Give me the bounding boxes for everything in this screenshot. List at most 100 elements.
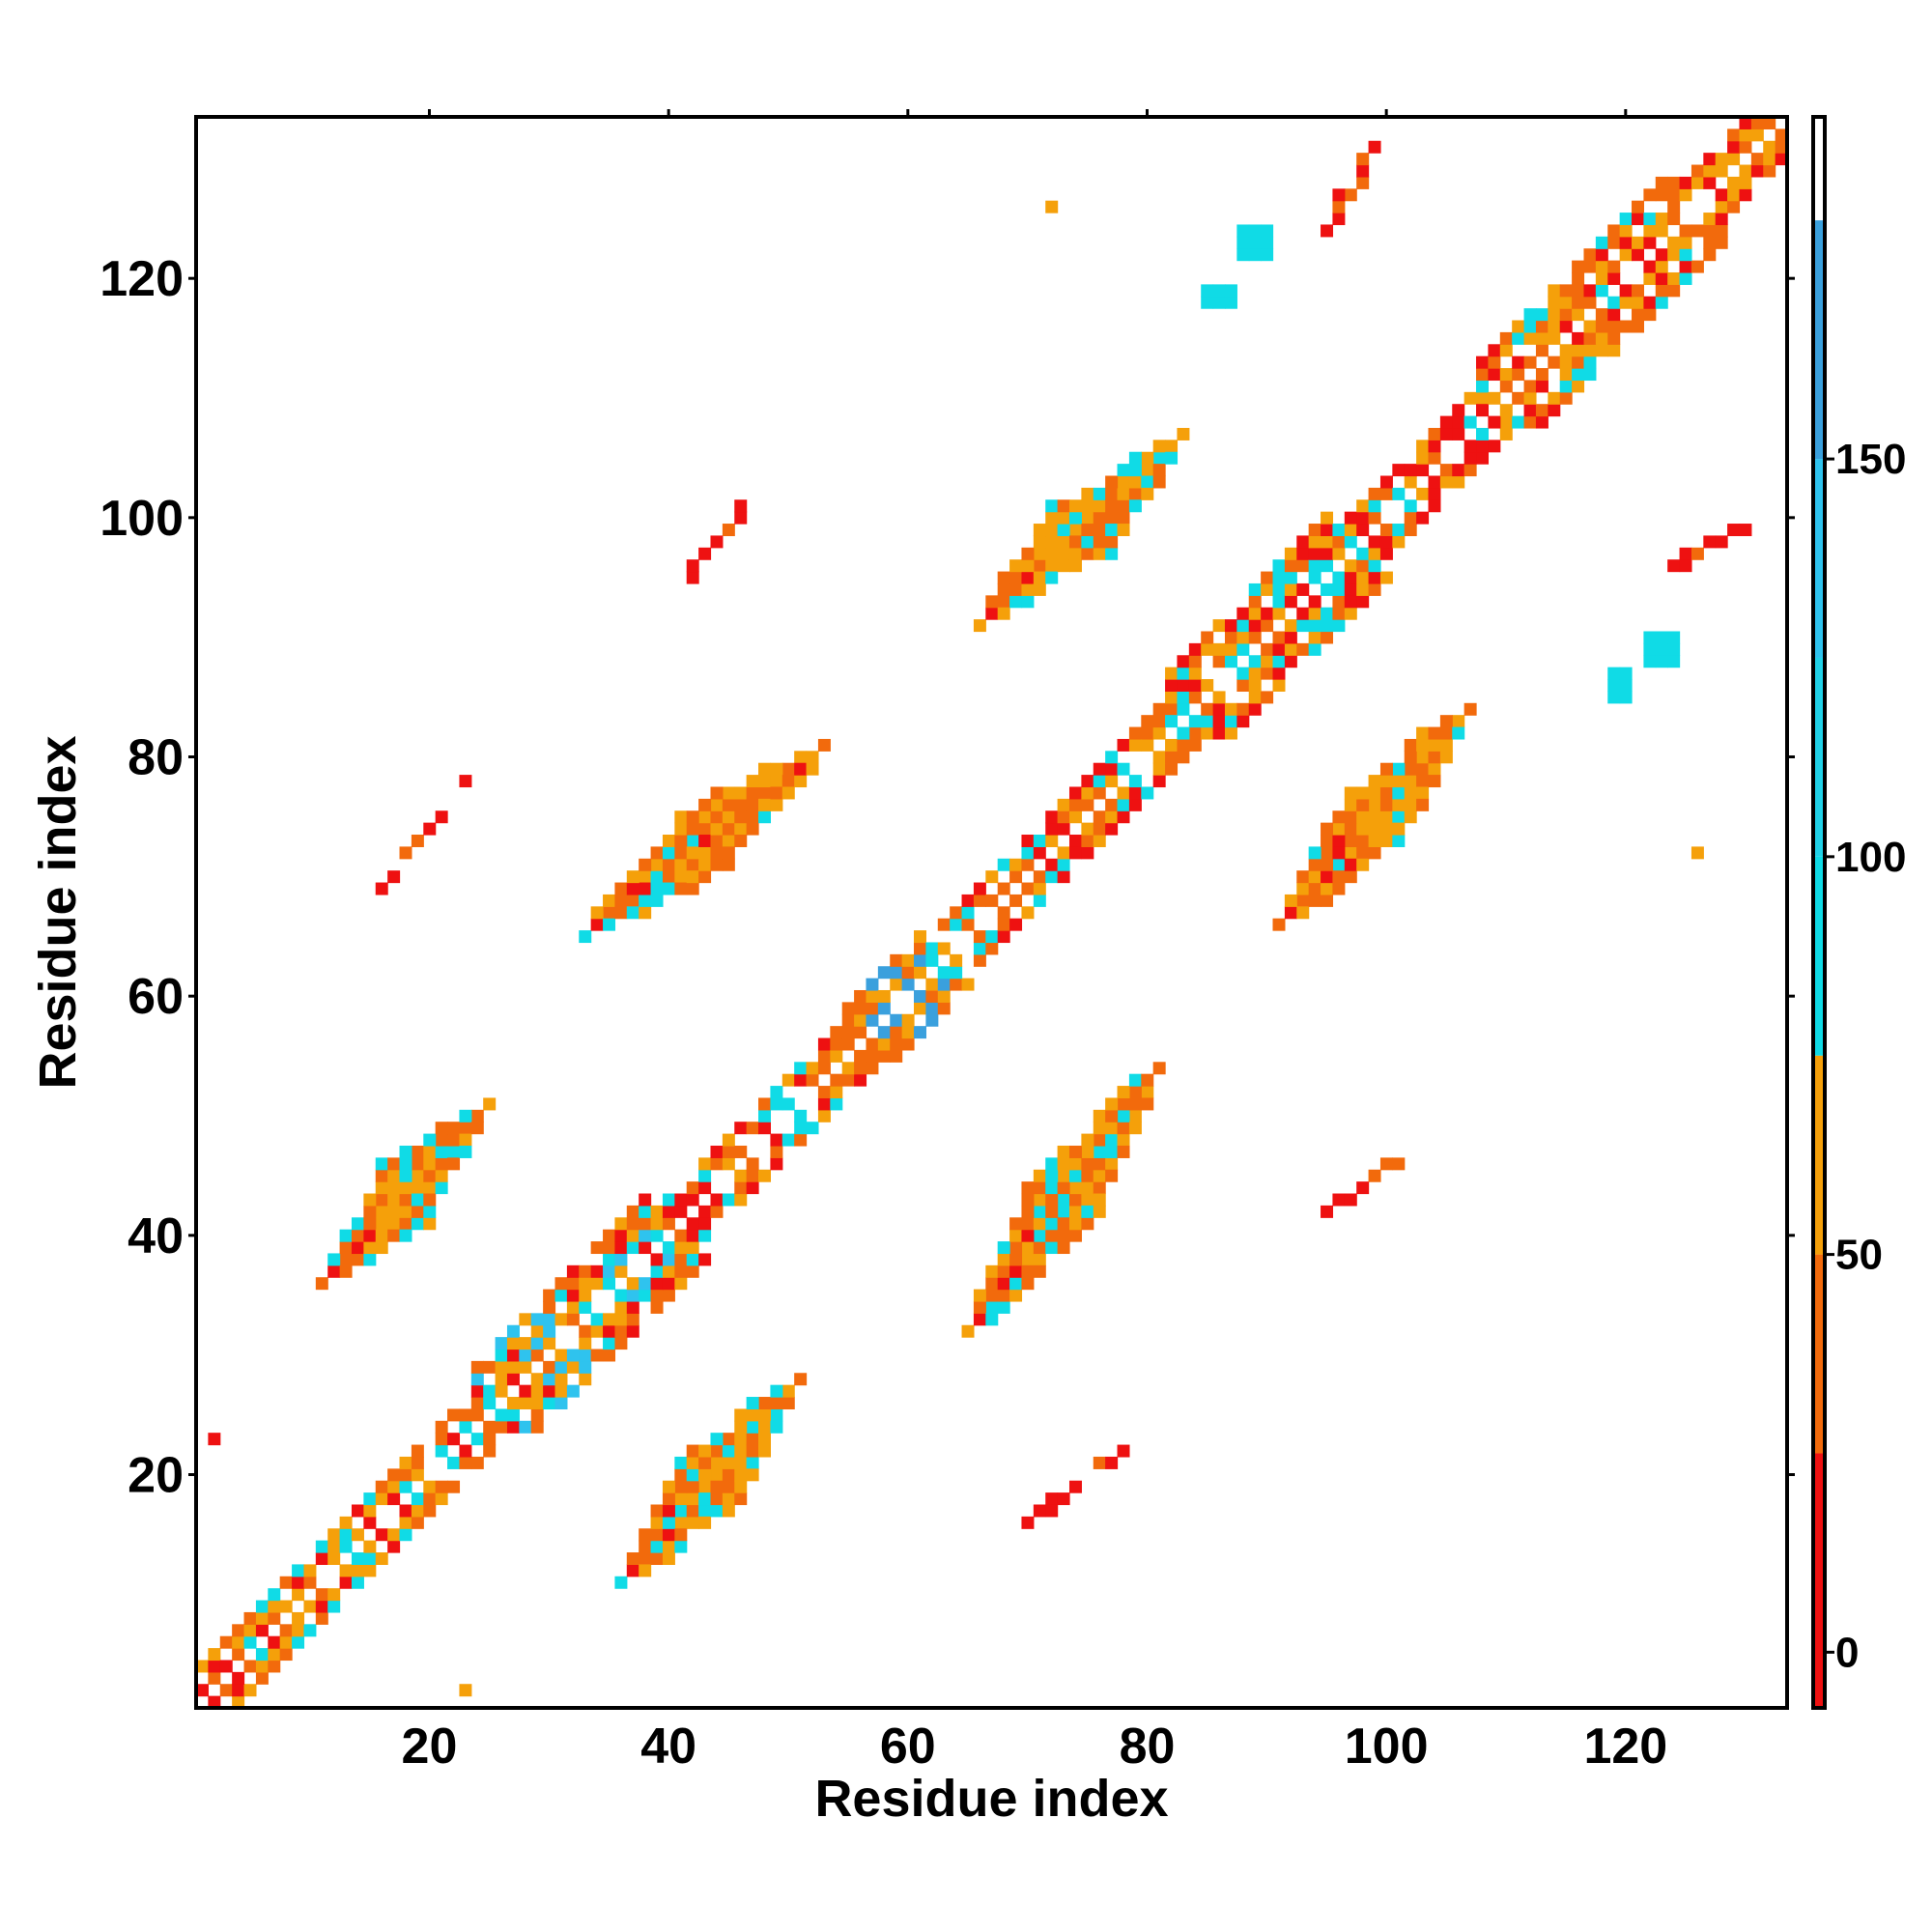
- diagonal-cell: [1308, 607, 1321, 620]
- diagonal-cell: [1272, 631, 1286, 644]
- diagonal-cell: [817, 1109, 831, 1122]
- contact-cell: [686, 1444, 699, 1458]
- contact-cell: [710, 858, 724, 871]
- diagonal-cell: [650, 1300, 664, 1314]
- diagonal-cell: [961, 894, 975, 907]
- contact-cell: [997, 582, 1010, 596]
- diagonal-cell: [232, 1684, 245, 1697]
- contact-cell: [734, 810, 748, 824]
- contact-cell: [770, 1408, 783, 1422]
- diagonal-cell: [1619, 296, 1633, 309]
- contact-cell: [674, 810, 688, 824]
- diagonal-cell: [674, 1205, 688, 1218]
- heatmap-cells: [196, 117, 1788, 1709]
- contact-cell: [1045, 1157, 1059, 1171]
- contact-cell: [1332, 858, 1346, 871]
- contact-cell: [1619, 667, 1633, 680]
- contact-cell: [1128, 464, 1142, 477]
- contact-cell: [447, 1145, 461, 1158]
- diagonal-cell: [817, 1049, 831, 1063]
- contact-cell: [1021, 559, 1035, 573]
- diagonal-cell: [890, 978, 903, 991]
- contact-cell: [1261, 224, 1274, 238]
- diagonal-cell: [1212, 715, 1226, 728]
- diagonal-cell: [232, 1635, 245, 1649]
- diagonal-cell: [1535, 404, 1548, 417]
- diagonal-cell: [1655, 176, 1668, 189]
- diagonal-cell: [1428, 487, 1441, 500]
- contact-cell: [1068, 1169, 1082, 1182]
- diagonal-cell: [1128, 786, 1142, 800]
- contact-cell: [411, 1181, 424, 1195]
- diagonal-cell: [327, 1552, 341, 1565]
- diagonal-cell: [519, 1349, 532, 1362]
- contact-cell: [1057, 1145, 1070, 1158]
- contact-cell: [1081, 535, 1094, 549]
- contact-cell: [1428, 775, 1441, 788]
- diagonal-cell: [232, 1671, 245, 1685]
- contact-cell: [1141, 1086, 1154, 1099]
- diagonal-cell: [1272, 642, 1286, 656]
- diagonal-cell: [1344, 582, 1357, 596]
- diagonal-cell: [1595, 284, 1608, 298]
- contact-cell: [758, 775, 771, 788]
- diagonal-cell: [1703, 164, 1717, 178]
- contact-cell: [1248, 224, 1262, 238]
- contact-cell: [1068, 1217, 1082, 1231]
- diagonal-cell: [854, 1062, 867, 1075]
- contact-cell: [662, 1492, 675, 1506]
- contact-cell: [686, 559, 699, 573]
- contact-cell: [1093, 1109, 1106, 1122]
- contact-cell: [1404, 738, 1417, 752]
- contact-cell: [1021, 1264, 1035, 1278]
- diagonal-cell: [1224, 655, 1237, 668]
- diagonal-cell: [1428, 427, 1441, 440]
- diagonal-cell: [877, 989, 891, 1003]
- diagonal-cell: [1165, 667, 1179, 680]
- diagonal-cell: [506, 1373, 520, 1386]
- contact-cell: [1379, 822, 1393, 836]
- contact-cell: [387, 1169, 401, 1182]
- diagonal-cell: [841, 1013, 855, 1027]
- diagonal-cell: [1248, 619, 1262, 633]
- diagonal-cell: [1224, 642, 1237, 656]
- contact-cell: [674, 1492, 688, 1506]
- diagonal-cell: [1703, 248, 1717, 262]
- contact-cell: [1392, 822, 1406, 836]
- contact-cell: [1356, 164, 1370, 178]
- contact-cell: [686, 1456, 699, 1469]
- contact-cell: [1261, 248, 1274, 262]
- contact-cell: [1727, 524, 1741, 537]
- diagonal-cell: [1523, 415, 1537, 429]
- contact-cell: [722, 858, 735, 871]
- diagonal-cell: [519, 1313, 532, 1326]
- diagonal-cell: [1152, 751, 1166, 764]
- diagonal-cell: [1009, 918, 1023, 931]
- diagonal-cell: [650, 1205, 664, 1218]
- contact-cell: [973, 1313, 986, 1326]
- diagonal-cell: [1321, 631, 1334, 644]
- diagonal-cell: [1057, 798, 1070, 811]
- contact-cell: [1068, 1157, 1082, 1171]
- diagonal-cell: [614, 1229, 628, 1242]
- diagonal-cell: [1512, 415, 1525, 429]
- diagonal-cell: [423, 1504, 437, 1518]
- diagonal-cell: [1488, 440, 1501, 453]
- contact-cell: [722, 1433, 735, 1446]
- contact-cell: [1105, 499, 1119, 513]
- contact-cell: [1356, 1181, 1370, 1195]
- diagonal-cell: [1105, 751, 1119, 764]
- contact-cell: [985, 1289, 999, 1302]
- contact-cell: [363, 1205, 377, 1218]
- diagonal-cell: [674, 1264, 688, 1278]
- contact-cell: [650, 1552, 664, 1565]
- contact-cell: [662, 882, 675, 895]
- contact-cell: [1093, 1169, 1106, 1182]
- contact-cell: [1428, 751, 1441, 764]
- diagonal-cell: [1236, 619, 1250, 633]
- diagonal-cell: [1117, 786, 1130, 800]
- diagonal-cell: [315, 1540, 328, 1553]
- contact-cell: [674, 822, 688, 836]
- diagonal-cell: [1750, 128, 1764, 142]
- diagonal-cell: [1763, 117, 1776, 129]
